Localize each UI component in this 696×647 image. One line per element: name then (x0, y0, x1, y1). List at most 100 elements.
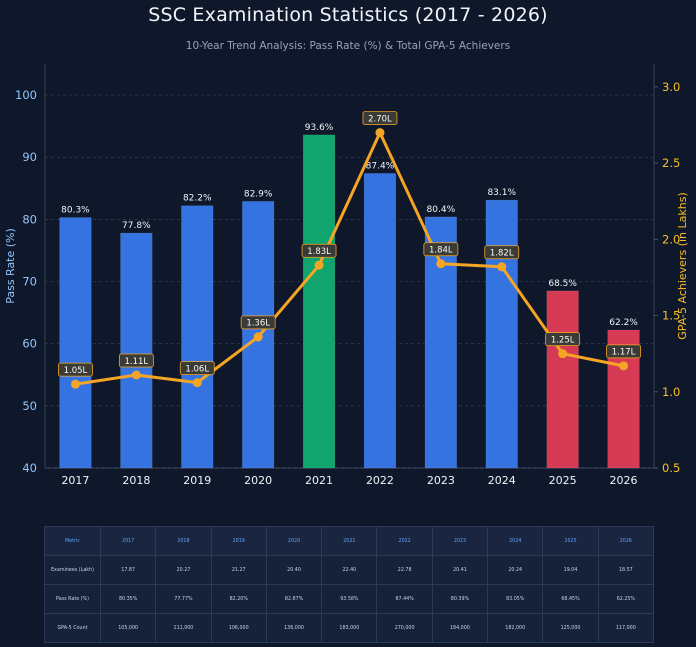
x-tick-label: 2022 (366, 474, 394, 487)
table-cell: 17.87 (99, 555, 157, 585)
gpa5-point-2025 (558, 349, 568, 359)
x-tick-label: 2020 (244, 474, 272, 487)
table-row: GPA-5 Count 105,000 111,000 106,000 136,000 1… (44, 613, 655, 643)
table-cell: 182,000 (487, 613, 544, 643)
x-tick-label: 2017 (61, 474, 89, 487)
y-axis-title: Pass Rate (%) (4, 228, 17, 304)
y2-tick-label: 1.0 (662, 385, 680, 399)
table-cell: 117,000 (597, 613, 655, 643)
table-cell: 20.40 (265, 555, 323, 585)
table-header-year: 2026 (597, 526, 655, 556)
table-cell: 106,000 (210, 613, 267, 643)
y-tick-label: 90 (22, 150, 37, 164)
bar-value-label: 62.2% (609, 318, 638, 328)
y2-tick-label: 3.0 (662, 80, 680, 94)
gpa5-point-2022 (375, 128, 385, 138)
gpa5-value-label: 1.05L (64, 366, 88, 376)
y-tick-label: 100 (15, 88, 37, 102)
bar-2019 (181, 205, 214, 469)
table-cell: 19.04 (542, 555, 599, 585)
table-header-year: 2019 (210, 526, 267, 556)
table-cell: 80.35% (99, 584, 157, 614)
bar-2021 (302, 134, 336, 469)
table-cell: 105,000 (99, 613, 157, 643)
y-tick-label: 50 (22, 399, 37, 413)
gpa5-value-label: 1.17L (612, 348, 636, 358)
gpa5-label-box (423, 242, 459, 257)
table-cell: 68.45% (542, 584, 599, 614)
y-tick-label: 80 (22, 212, 37, 226)
y2-tick-label: 1.5 (662, 309, 680, 323)
gpa5-label-box (240, 315, 276, 330)
gpa5-point-2017 (70, 379, 80, 389)
gpa5-label-box (545, 332, 581, 347)
x-tick-label: 2019 (183, 474, 211, 487)
table-header-year: 2017 (99, 526, 157, 556)
gpa5-label-box (118, 353, 154, 368)
gpa5-value-label: 1.11L (125, 357, 149, 367)
statistics-table: Metric 2017 2018 2019 2020 2021 2022 2023 2024 20… (44, 526, 655, 643)
gpa5-label-box (301, 243, 337, 258)
table-row-label: Examinees (Lakh) (44, 555, 101, 585)
bar-value-label: 82.9% (244, 189, 273, 199)
gpa5-value-label: 1.25L (551, 335, 575, 345)
gpa5-label-box (58, 362, 93, 377)
bar-value-label: 80.4% (427, 205, 456, 215)
combo-chart: 40 50 60 70 80 90 100 0.5 1.0 1.5 2.0 2.5 3.0 Pass Ra… (4, 64, 689, 487)
table-header-row: Metric 2017 2018 2019 2020 2021 2022 2023 2024 20… (44, 526, 655, 556)
x-tick-label: 2018 (122, 474, 150, 487)
gpa5-line (75, 131, 624, 386)
gpa5-label-box (362, 111, 398, 126)
table-cell: 18.57 (597, 555, 655, 585)
chart-title: SSC Examination Statistics (2017 - 2026) (148, 4, 548, 26)
x-tick-label: 2026 (610, 474, 638, 487)
table-cell: 22.78 (376, 555, 433, 585)
table-cell: 136,000 (265, 613, 323, 643)
y-tick-label: 60 (22, 337, 37, 351)
table-row: Pass Rate (%) 80.35% 77.77% 82.20% 82.87% 93.… (44, 584, 655, 614)
chart-subtitle: 10-Year Trend Analysis: Pass Rate (%) & … (185, 40, 511, 52)
table-cell: 111,000 (155, 613, 212, 643)
x-tick-label: 2021 (305, 474, 333, 487)
table-header-year: 2025 (542, 526, 599, 556)
table-cell: 270,000 (376, 613, 433, 643)
table-row-label: Pass Rate (%) (44, 584, 101, 614)
table-header-metric: Metric (44, 526, 101, 556)
gpa5-value-label: 1.36L (246, 319, 270, 329)
table-cell: 77.77% (155, 584, 212, 614)
bar-value-label: 83.1% (487, 188, 516, 198)
gpa5-point-2020 (253, 332, 263, 342)
bar-2023 (424, 216, 457, 469)
gpa5-point-2024 (497, 262, 507, 272)
table-row: Examinees (Lakh) 17.87 20.27 21.27 20.40 22.4… (44, 555, 655, 585)
bar-value-label: 87.4% (366, 161, 395, 171)
table-cell: 21.27 (210, 555, 267, 585)
bar-value-label: 77.8% (122, 221, 151, 231)
table-cell: 82.20% (210, 584, 267, 614)
table-cell: 62.25% (597, 584, 655, 614)
gpa5-value-label: 1.83L (307, 247, 331, 257)
table-cell: 183,000 (321, 613, 378, 643)
table-header-year: 2024 (487, 526, 544, 556)
table-header-year: 2022 (376, 526, 433, 556)
bar-value-label: 80.3% (61, 206, 90, 216)
bar-2018 (120, 232, 153, 469)
table-cell: 22.40 (321, 555, 378, 585)
bar-value-label: 68.5% (548, 279, 577, 289)
gpa5-value-label: 1.84L (429, 246, 453, 256)
table-header-year: 2021 (321, 526, 378, 556)
gpa5-point-2026 (619, 361, 629, 371)
bar-value-label: 82.2% (183, 194, 212, 204)
bar-2025 (546, 290, 579, 469)
y-tick-label: 70 (22, 275, 37, 289)
table-cell: 82.87% (265, 584, 323, 614)
gpa5-label-box (179, 361, 215, 376)
y2-tick-label: 0.5 (662, 461, 680, 475)
y-tick-label: 40 (22, 461, 37, 475)
gpa5-label-box (606, 344, 641, 359)
bar-value-label: 93.6% (305, 123, 334, 133)
gpa5-label-box (484, 245, 520, 260)
x-tick-label: 2023 (427, 474, 455, 487)
table-cell: 80.39% (431, 584, 489, 614)
table-header-year: 2020 (265, 526, 323, 556)
